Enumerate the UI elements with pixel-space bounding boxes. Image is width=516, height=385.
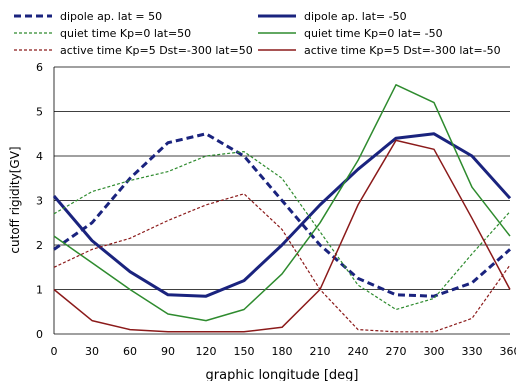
y-axis-title: cutoff rigidity[GV] — [8, 146, 22, 253]
x-tick-label: 210 — [310, 345, 331, 358]
series-lines — [54, 85, 510, 332]
x-axis-title: graphic longitude [deg] — [206, 368, 359, 381]
x-tick-label: 270 — [386, 345, 407, 358]
x-tick-label: 120 — [196, 345, 217, 358]
series-line — [54, 134, 510, 296]
legend-label: active time Kp=5 Dst=-300 lat=50 — [60, 44, 253, 57]
y-tick-label: 5 — [36, 106, 43, 119]
x-tick-label: 90 — [161, 345, 175, 358]
x-tick-label: 330 — [462, 345, 483, 358]
legend-label: dipole ap. lat = 50 — [60, 10, 162, 23]
legend-label: active time Kp=5 Dst=-300 lat=-50 — [304, 44, 501, 57]
x-tick-label: 30 — [85, 345, 99, 358]
y-tick-label: 3 — [36, 195, 43, 208]
series-line — [54, 134, 510, 296]
series-line — [54, 152, 510, 310]
y-tick-label: 6 — [36, 61, 43, 74]
legend-label: quiet time Kp=0 lat=50 — [60, 27, 191, 40]
series-line — [54, 140, 510, 331]
legend-label: dipole ap. lat= -50 — [304, 10, 407, 23]
series-line — [54, 194, 510, 332]
x-tick-label: 150 — [234, 345, 255, 358]
legend: dipole ap. lat = 50 dipole ap. lat= -50 qu… — [14, 10, 501, 57]
x-tick-label: 240 — [348, 345, 369, 358]
x-tick-label: 0 — [51, 345, 58, 358]
legend-label: quiet time Kp=0 lat= -50 — [304, 27, 443, 40]
y-tick-label: 0 — [36, 328, 43, 341]
y-tick-label: 2 — [36, 239, 43, 252]
x-tick-label: 300 — [424, 345, 445, 358]
x-tick-label: 360 — [500, 345, 516, 358]
x-tick-label: 180 — [272, 345, 293, 358]
y-tick-label: 1 — [36, 284, 43, 297]
y-tick-label: 4 — [36, 150, 43, 163]
x-tick-label: 60 — [123, 345, 137, 358]
